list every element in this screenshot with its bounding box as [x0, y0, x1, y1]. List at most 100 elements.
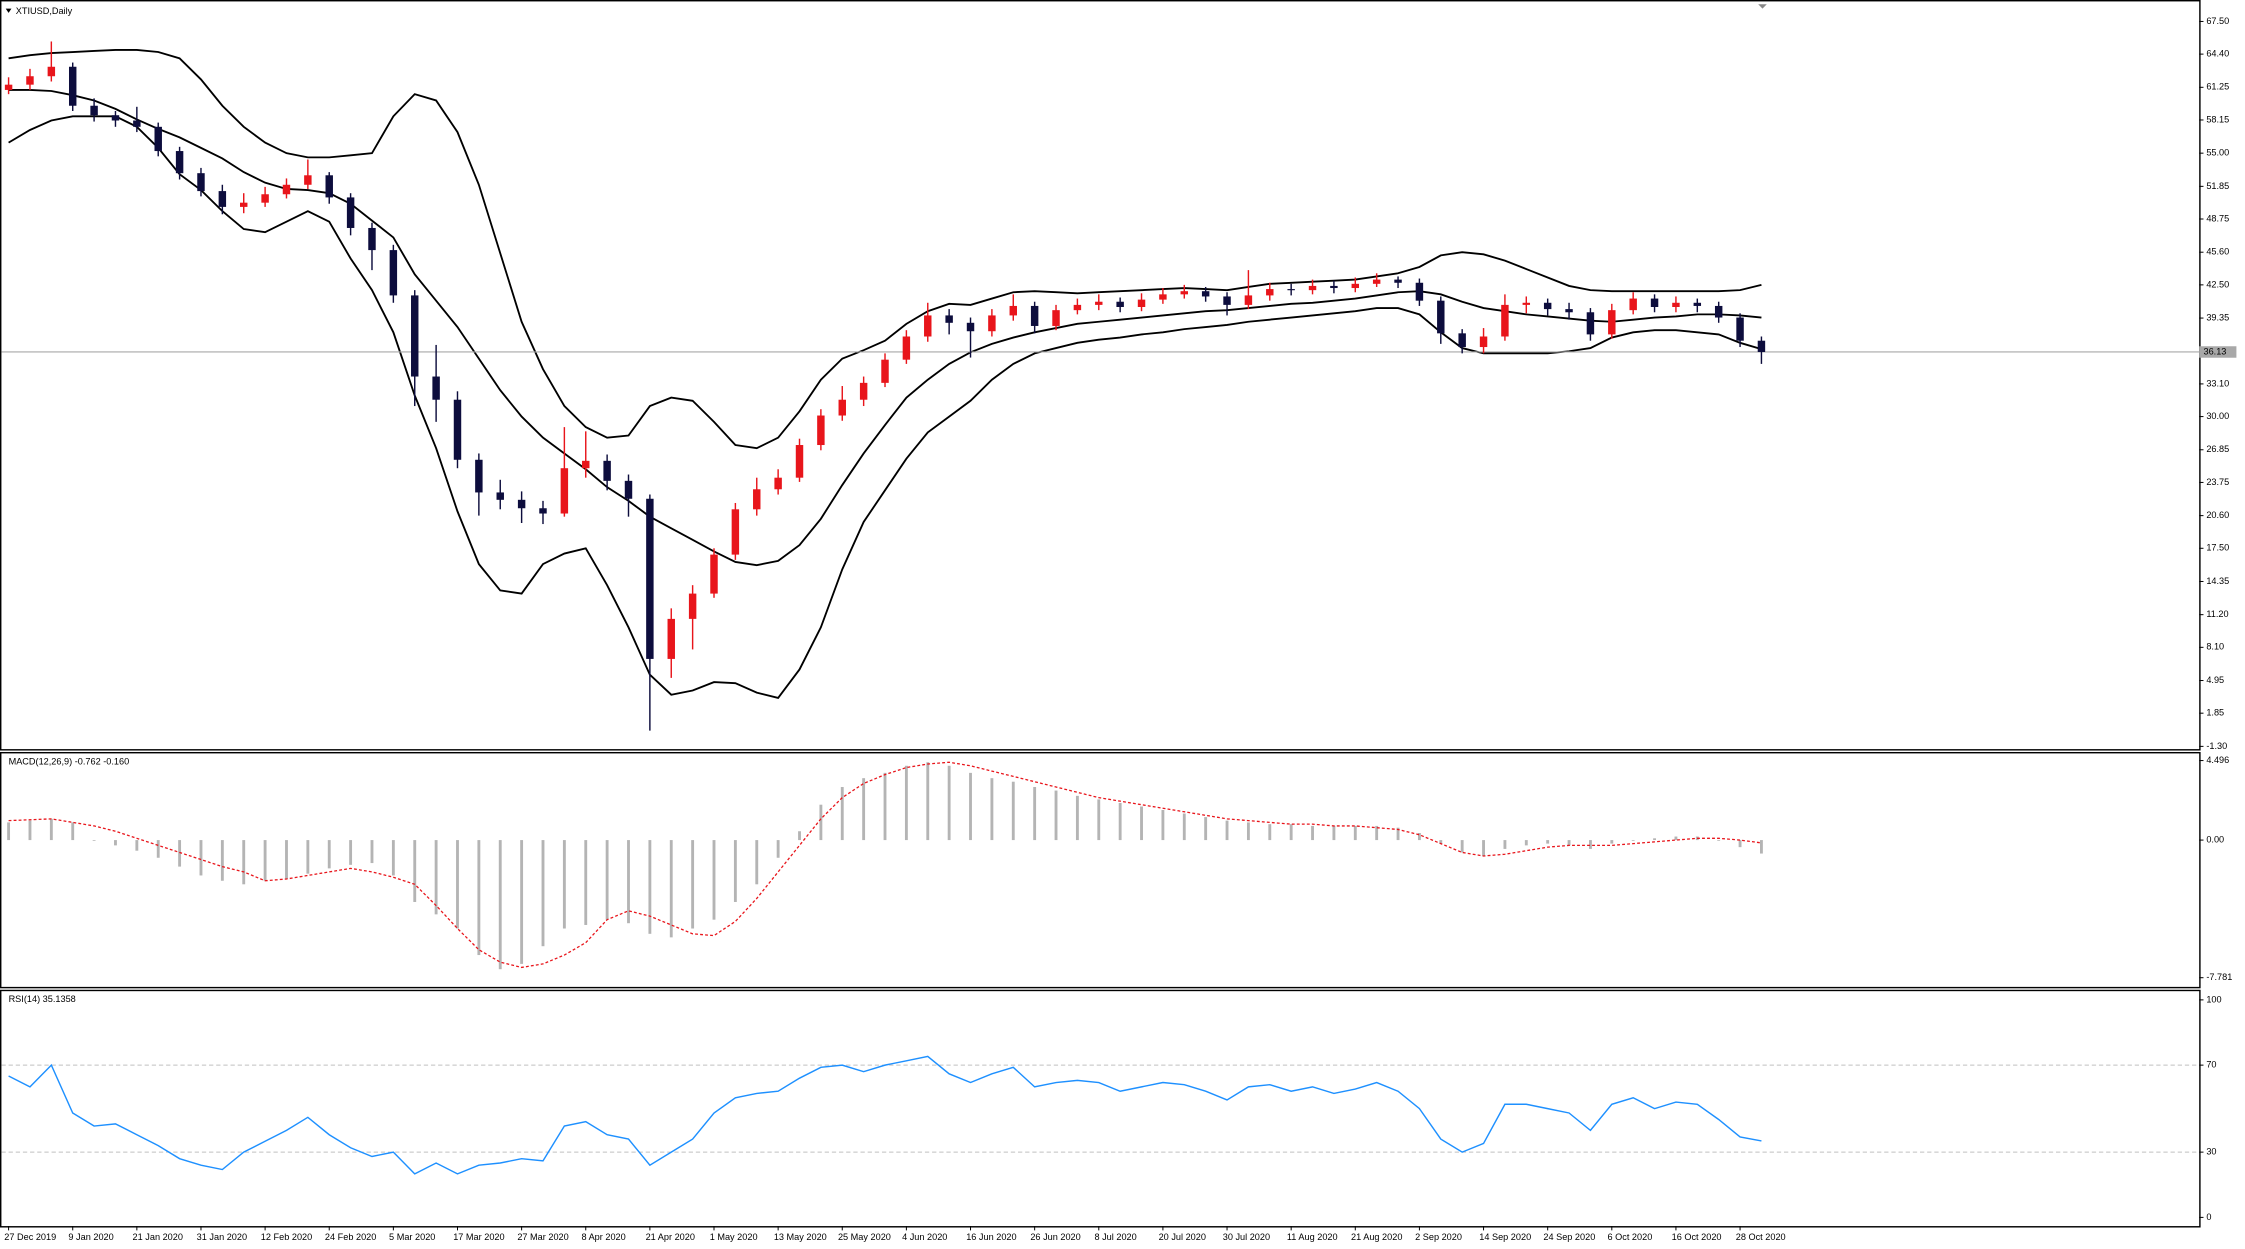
macd-bar	[776, 840, 780, 858]
macd-bar	[1717, 840, 1721, 841]
candle-body	[646, 498, 654, 659]
candle-body	[817, 415, 825, 446]
macd-bar	[7, 822, 11, 841]
candle-body	[539, 508, 547, 514]
macd-bar	[883, 772, 887, 841]
candle-body	[111, 115, 120, 121]
y-tick-label: 64.40	[2206, 49, 2229, 59]
macd-bar	[755, 840, 759, 885]
y-tick-label: 4.95	[2206, 675, 2224, 685]
candle-body	[582, 460, 590, 469]
candle-body	[1201, 291, 1210, 297]
x-tick-label: 12 Feb 2020	[261, 1232, 312, 1242]
candle-body	[1586, 312, 1595, 335]
y-tick-label: -1.30	[2206, 741, 2227, 751]
candle-body	[218, 191, 227, 207]
candle-body	[688, 593, 697, 619]
candle-body	[453, 399, 462, 460]
macd-bar	[1011, 781, 1015, 841]
macd-bar	[1289, 824, 1293, 841]
candle-body	[240, 202, 248, 207]
candle-body	[924, 315, 932, 337]
macd-bar	[1631, 840, 1635, 841]
last-price-label: 36.13	[2203, 346, 2226, 356]
candle-body	[389, 250, 398, 296]
candle-body	[1030, 305, 1039, 326]
macd-bar	[1353, 825, 1357, 841]
candle-body	[154, 126, 162, 152]
macd-bar	[1503, 840, 1507, 849]
main-panel-frame	[0, 0, 2201, 751]
macd-bar	[456, 840, 459, 929]
candle-body	[282, 184, 291, 195]
x-tick-label: 27 Dec 2019	[4, 1232, 56, 1242]
bollinger-lower	[8, 115, 1762, 699]
macd-bar	[1653, 838, 1656, 841]
macd-bar	[862, 778, 866, 841]
macd-bar	[1033, 787, 1037, 841]
macd-bar	[1439, 840, 1443, 844]
y-tick-label: 45.60	[2206, 247, 2229, 257]
macd-bar	[691, 840, 695, 929]
x-tick-label: 24 Sep 2020	[1543, 1232, 1595, 1242]
macd-bar	[28, 820, 32, 841]
rsi-line	[8, 1055, 1762, 1175]
macd-bar	[327, 840, 331, 869]
macd-bar	[840, 787, 844, 841]
candle-body	[47, 66, 56, 77]
candle-body	[1608, 310, 1616, 335]
x-tick-label: 16 Oct 2020	[1672, 1232, 1722, 1242]
candle-body	[346, 197, 355, 228]
rsi-panel-frame	[0, 989, 2201, 1228]
candle-body	[261, 194, 269, 203]
y-tick-label: 23.75	[2206, 477, 2229, 487]
last-price-box	[2199, 346, 2237, 358]
macd-bar	[1140, 806, 1143, 841]
macd-bar	[1738, 840, 1742, 848]
x-tick-label: 1 May 2020	[710, 1232, 758, 1242]
macd-bar	[990, 778, 994, 841]
macd-bar	[242, 840, 246, 885]
y-tick-label: 20.60	[2206, 510, 2229, 520]
candle-body	[731, 509, 740, 555]
macd-bar	[926, 762, 930, 841]
macd-panel-frame	[0, 751, 2201, 989]
macd-bar	[669, 840, 673, 938]
candle-body	[1458, 333, 1466, 348]
y-tick-label: 30	[2206, 1147, 2216, 1157]
candle-body	[68, 66, 77, 106]
macd-bar	[1332, 825, 1336, 841]
candle-body	[411, 295, 419, 377]
candle-body	[26, 76, 34, 85]
bollinger-upper	[8, 48, 1762, 450]
y-tick-label: 61.25	[2206, 82, 2229, 92]
macd-bar	[370, 840, 374, 864]
candle-body	[1522, 302, 1531, 305]
macd-bar	[1161, 810, 1165, 841]
candle-body	[945, 315, 953, 323]
macd-bar	[1482, 840, 1485, 856]
candle-body	[1394, 279, 1402, 283]
y-tick-label: 30.00	[2206, 411, 2229, 421]
candle-body	[1351, 283, 1360, 289]
y-tick-label: 0.00	[2206, 834, 2224, 844]
candle-body	[667, 618, 675, 659]
macd-bar	[1567, 840, 1571, 846]
candle-body	[795, 445, 804, 478]
candle-body	[1629, 298, 1637, 311]
macd-bar	[798, 831, 801, 841]
macd-bar	[413, 840, 417, 902]
candle-body	[1073, 304, 1082, 311]
y-tick-label: 4.496	[2206, 755, 2229, 765]
x-tick-label: 16 Jun 2020	[966, 1232, 1016, 1242]
macd-bar	[434, 840, 438, 915]
y-tick-label: 51.85	[2206, 181, 2229, 191]
macd-signal	[8, 761, 1762, 969]
x-tick-label: 8 Apr 2020	[581, 1232, 625, 1242]
macd-bar	[1396, 827, 1400, 841]
candle-body	[1244, 295, 1253, 305]
candle-body	[1672, 302, 1680, 307]
macd-bar	[733, 840, 737, 902]
candle-body	[325, 175, 333, 198]
menu-arrow[interactable]	[5, 8, 12, 13]
